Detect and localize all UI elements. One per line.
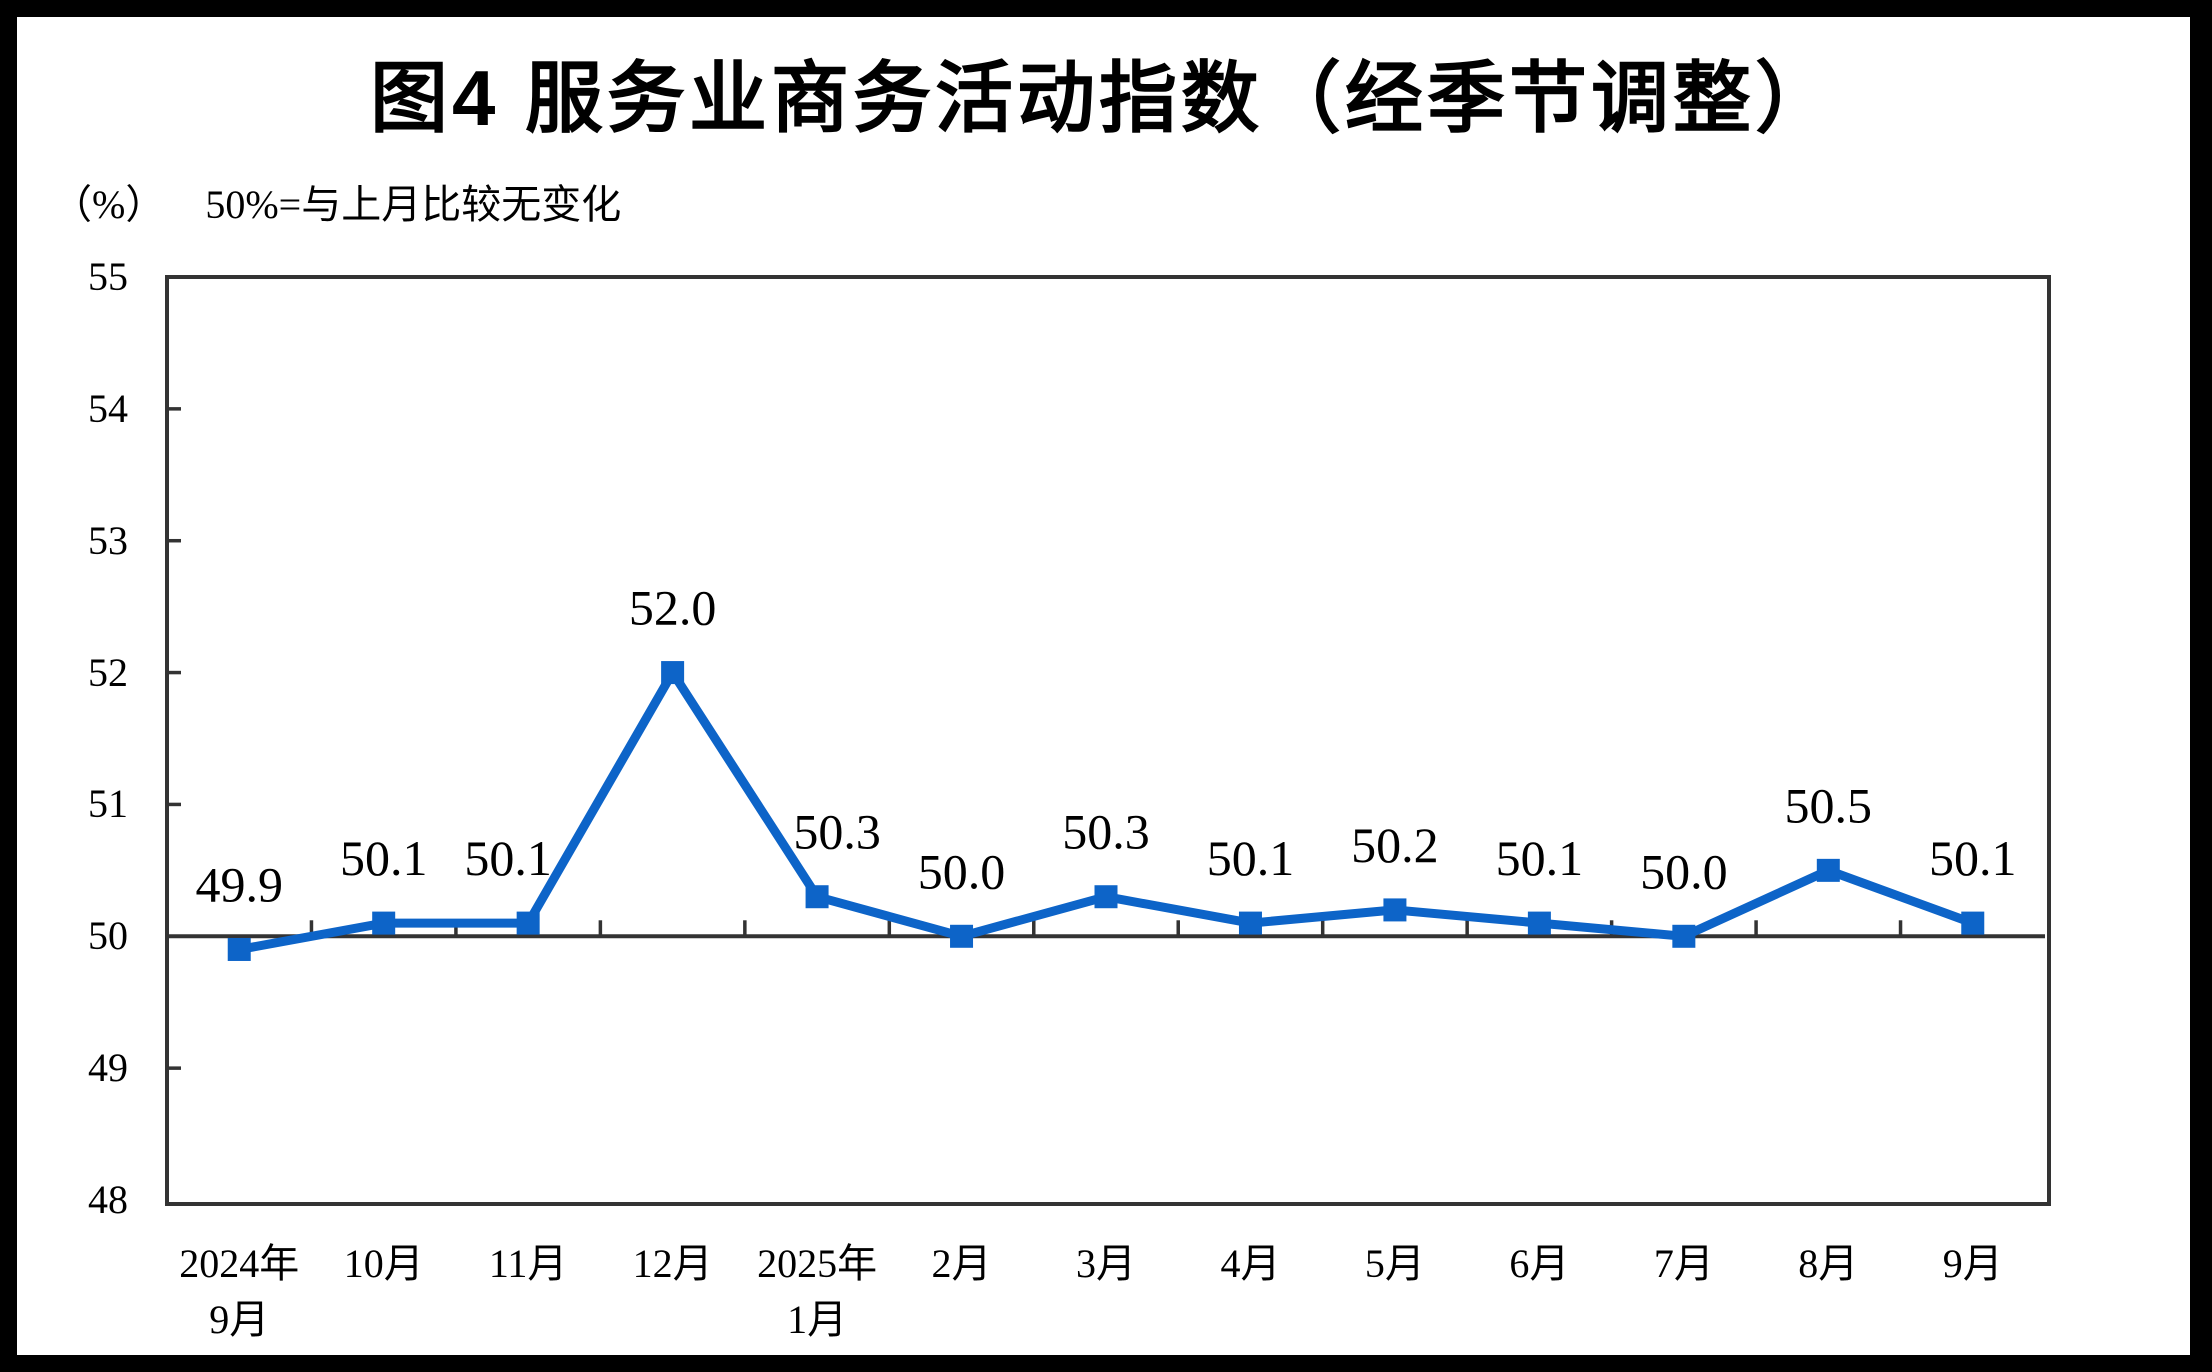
x-axis-tick-label: 8月	[1718, 1236, 1938, 1292]
data-point-marker	[516, 911, 540, 935]
data-point-marker	[805, 885, 829, 909]
data-point-label: 50.0	[1640, 843, 1728, 899]
data-point-marker	[372, 911, 396, 935]
data-point-marker	[1672, 924, 1696, 948]
x-axis-tick-label: 7月	[1574, 1236, 1794, 1292]
data-point-label: 50.5	[1785, 777, 1873, 833]
x-axis-tick-label-line: 5月	[1364, 1241, 1425, 1286]
y-axis-tick-label: 52	[88, 649, 128, 695]
x-axis-tick-label-line: 8月	[1798, 1241, 1859, 1286]
x-axis-tick-label: 4月	[1140, 1236, 1360, 1292]
line-chart-plot: 49.9 50.1 50.1 52.0 50.3 50.0 50.3 50.1 50.2 50.1…	[167, 407, 2045, 1070]
plot-area-border	[165, 275, 2051, 1206]
data-point-marker	[1383, 898, 1407, 922]
data-point-label: 50.2	[1351, 817, 1439, 873]
x-axis-tick-label: 3月	[996, 1236, 1216, 1292]
x-axis-tick-label: 9月	[1863, 1236, 2083, 1292]
x-axis-tick-label-line: 12月	[632, 1241, 713, 1286]
data-point-label: 50.3	[1062, 804, 1150, 860]
reference-note: 50%=与上月比较无变化	[205, 182, 622, 227]
y-axis-unit-label: （%）	[52, 182, 166, 227]
x-axis-tick-label-line: 1月	[787, 1297, 848, 1342]
data-point-label: 49.9	[195, 856, 283, 912]
x-axis-tick-label: 6月	[1429, 1236, 1649, 1292]
x-axis-tick-label-line: 2025年	[757, 1241, 878, 1286]
data-point-label: 50.1	[1496, 830, 1584, 886]
data-point-marker	[1961, 911, 1985, 935]
chart-title: 图4 服务业商务活动指数（经季节调整）	[369, 54, 1838, 142]
x-axis-tick-label-line: 3月	[1076, 1241, 1136, 1286]
x-axis-tick-label: 12月	[563, 1236, 783, 1292]
data-point-label: 50.1	[1207, 830, 1295, 886]
x-axis-tick-label-line: 10月	[343, 1241, 424, 1286]
y-axis-tick-label: 55	[88, 254, 128, 299]
data-point-label: 50.3	[793, 804, 881, 860]
y-axis-tick-label: 48	[88, 1177, 128, 1222]
data-point-label: 50.1	[464, 830, 551, 886]
y-axis-tick-label: 50	[88, 913, 128, 959]
data-point-label: 50.0	[918, 843, 1006, 899]
data-point-marker	[227, 937, 251, 961]
y-axis-tick-label: 53	[88, 517, 128, 563]
data-point-label: 52.0	[629, 580, 717, 636]
figure-background	[17, 17, 2190, 1355]
x-axis-tick-label: 2024年 9月	[129, 1236, 349, 1348]
y-axis-tick-label: 54	[88, 385, 128, 431]
data-point-label: 50.1	[1929, 830, 2017, 886]
x-axis-tick-label-line: 9月	[209, 1297, 270, 1342]
y-axis-tick-label: 49	[88, 1045, 128, 1091]
x-axis-tick-label: 2025年 1月	[707, 1236, 927, 1348]
axis-unit-and-note: （%） 50%=与上月比较无变化	[52, 172, 621, 230]
x-axis-tick-label: 11月	[418, 1236, 638, 1292]
data-point-marker	[661, 661, 685, 685]
data-point-marker	[1816, 858, 1840, 882]
x-axis-tick-label-line: 2024年	[179, 1241, 300, 1286]
x-axis-tick-label-line: 6月	[1509, 1241, 1570, 1286]
x-axis-tick-label-line: 11月	[488, 1241, 568, 1286]
x-axis-tick-label-line: 4月	[1220, 1241, 1281, 1286]
data-point-marker	[1527, 911, 1551, 935]
x-axis-tick-label-line: 2月	[931, 1241, 992, 1286]
x-axis-tick-label-line: 9月	[1942, 1241, 2003, 1286]
x-axis-tick-label: 10月	[274, 1236, 494, 1292]
x-axis-tick-label: 2月	[852, 1236, 1072, 1292]
data-point-marker	[1094, 885, 1118, 909]
data-point-marker	[950, 924, 974, 948]
x-axis-tick-label-line: 7月	[1653, 1241, 1714, 1286]
data-point-marker	[1238, 911, 1262, 935]
y-axis-tick-label: 51	[88, 781, 128, 827]
x-axis-tick-label: 5月	[1285, 1236, 1505, 1292]
data-point-label: 50.1	[340, 830, 428, 886]
